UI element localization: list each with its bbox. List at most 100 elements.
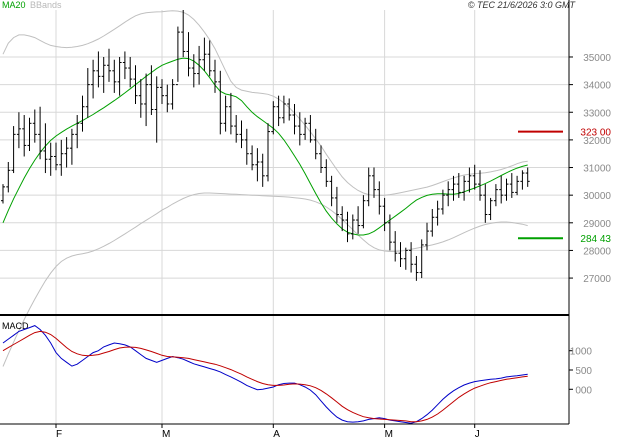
ohlc-bar	[419, 239, 424, 279]
ohlc-bar	[165, 84, 170, 113]
bbands-legend-label: BBands	[30, 0, 62, 10]
xtick-label-72: M	[385, 429, 393, 440]
ohlc-bar	[85, 68, 90, 118]
ohlc-bar	[409, 242, 414, 273]
ohlc-bar	[170, 79, 175, 110]
ohlc-bar	[96, 51, 101, 88]
macd-line	[2, 325, 528, 424]
ohlc-bar	[377, 181, 382, 215]
ohlc-bar	[64, 137, 69, 168]
bb-lower-line	[2, 192, 528, 367]
ohlc-bar	[138, 79, 143, 118]
ohlc-bar	[228, 92, 233, 135]
ohlc-bar	[218, 70, 223, 135]
ohlc-bar	[144, 73, 149, 127]
ohlc-bar	[69, 128, 74, 165]
ohlc-bar	[472, 164, 477, 190]
ohlc-bar	[6, 162, 11, 193]
chart-frame	[0, 0, 570, 425]
ohlc-bar	[525, 167, 530, 187]
ohlc-bar	[48, 142, 53, 176]
ohlc-bar	[107, 48, 111, 82]
ohlc-bar	[303, 117, 308, 140]
ohlc-bar	[16, 112, 21, 149]
bollinger-bands	[2, 10, 528, 367]
bb-upper-line	[2, 10, 528, 196]
macd-panel: MACD	[2, 321, 528, 424]
ohlc-bar	[234, 115, 239, 143]
ohlc-bar	[260, 153, 265, 187]
ohlc-bar	[382, 197, 387, 232]
level-label-0: 323 00	[580, 128, 611, 139]
signal-line	[2, 330, 528, 423]
level-label-1: 284 43	[580, 234, 611, 245]
ohlc-bar	[128, 56, 133, 88]
ohlc-bar	[117, 56, 122, 96]
ohlc-bar	[372, 167, 376, 198]
ohlc-bar	[334, 186, 339, 223]
ytick-label-30000: 30000	[583, 191, 611, 202]
ohlc-bar	[393, 231, 398, 262]
ohlc-bar	[266, 123, 270, 182]
ohlc-bar	[43, 123, 48, 174]
ohlc-bar	[403, 247, 408, 270]
ohlc-bar	[197, 45, 202, 85]
ohlc-bar	[207, 40, 212, 77]
ohlc-bar	[223, 95, 228, 132]
ohlc-bar	[292, 103, 297, 135]
xtick-label-30: M	[162, 429, 170, 440]
gridlines	[0, 10, 569, 424]
ohlc-bar	[499, 175, 504, 204]
ohlc-bar	[154, 76, 159, 143]
ohlc-bar	[250, 145, 255, 171]
ohlc-bar	[32, 109, 37, 143]
ohlc-bar	[244, 128, 249, 165]
ma20-legend-label: MA20	[2, 0, 26, 10]
ohlc-bar	[308, 115, 313, 143]
ohlc-bar	[22, 115, 27, 157]
ohlc-bar	[329, 175, 334, 207]
ohlc-bar	[504, 178, 509, 201]
ohlc-bar	[356, 206, 361, 234]
ohlc-bar	[175, 26, 180, 86]
ohlc-bar	[387, 214, 392, 251]
macd-panel-title: MACD	[2, 321, 29, 331]
ohlc-bar	[255, 148, 260, 182]
ytick-label-34000: 34000	[583, 81, 611, 92]
ohlc-bar	[515, 175, 520, 196]
ytick-label-31000: 31000	[583, 164, 611, 175]
ohlc-bar	[451, 175, 456, 201]
xtick-label-51: A	[273, 429, 280, 440]
ohlc-bar	[271, 101, 276, 135]
ohlc-bar	[75, 115, 80, 149]
ohlc-bar	[181, 10, 186, 57]
ohlc-bar	[319, 145, 323, 174]
ohlc-bar	[191, 54, 196, 88]
ohlc-bar	[366, 167, 371, 207]
ohlc-bar	[398, 242, 403, 268]
ohlc-bar	[101, 56, 106, 93]
ohlc-bar	[297, 112, 302, 146]
ohlc-bar	[27, 117, 32, 151]
ohlc-bar	[11, 126, 16, 174]
ohlc-bar	[414, 255, 419, 281]
ytick-label-33000: 33000	[583, 108, 611, 119]
ma20-line	[2, 57, 528, 236]
ohlc-bar	[38, 106, 43, 160]
ohlc-bar	[80, 95, 85, 132]
ohlc-bar	[186, 32, 191, 77]
ohlc-bar	[202, 37, 207, 71]
ytick-label-29000: 29000	[583, 219, 611, 230]
ohlc-bar	[462, 175, 467, 201]
macd-ytick-label-500: 500	[575, 366, 592, 377]
ohlc-bars	[1, 10, 530, 281]
ohlc-bar	[239, 120, 244, 149]
ohlc-bar	[313, 128, 318, 160]
ohlc-bar	[509, 173, 514, 198]
ohlc-bar	[59, 139, 64, 176]
ohlc-bar	[478, 170, 482, 201]
macd-ytick-label-1000: 1000	[570, 347, 593, 358]
xtick-label-10: F	[56, 429, 62, 440]
ohlc-bar	[488, 197, 493, 221]
